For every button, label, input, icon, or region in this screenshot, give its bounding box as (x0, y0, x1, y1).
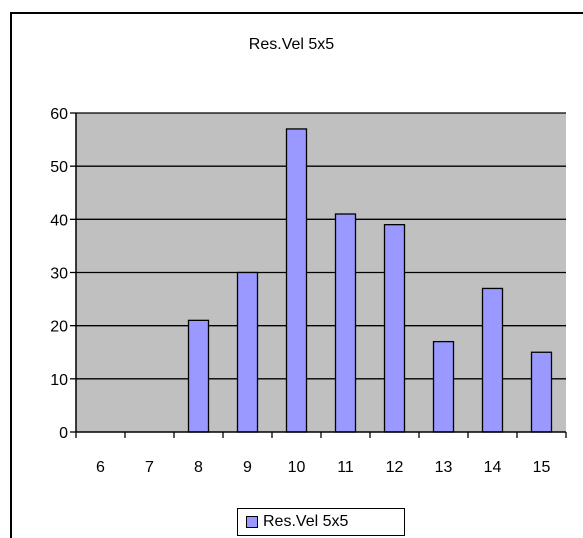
y-ticks: 0 10 20 30 40 50 60 (50, 106, 76, 442)
y-tick-label: 10 (50, 372, 68, 389)
x-tick-label: 15 (533, 459, 551, 476)
x-tick-label: 13 (435, 459, 453, 476)
chart-frame (10, 12, 583, 538)
y-tick-label: 0 (59, 425, 68, 442)
x-tick-label: 14 (484, 459, 502, 476)
x-tick-label: 9 (243, 459, 252, 476)
bar-12 (383, 223, 406, 433)
x-tick-label: 12 (386, 459, 404, 476)
y-tick-label: 30 (50, 266, 68, 283)
legend-label: Res.Vel 5x5 (263, 513, 349, 530)
x-tick-label: 8 (194, 459, 203, 476)
y-tick-label: 60 (50, 106, 68, 123)
bar-14 (481, 287, 504, 433)
y-tick-label: 20 (50, 319, 68, 336)
bars (187, 128, 553, 433)
x-tick-label: 10 (288, 459, 306, 476)
bar-10 (285, 128, 308, 433)
legend-swatch (246, 516, 258, 528)
bar-9 (236, 271, 259, 433)
bar-13 (432, 340, 455, 433)
legend: Res.Vel 5x5 (237, 508, 405, 536)
bar-8 (187, 319, 210, 433)
x-tick-label: 7 (145, 459, 154, 476)
y-tick-label: 50 (50, 159, 68, 176)
x-tick-label: 11 (337, 459, 354, 476)
chart-title: Res.Vel 5x5 (248, 36, 335, 53)
bar-15 (530, 351, 553, 433)
x-ticks: 6 7 8 9 10 11 12 13 14 15 (75, 432, 567, 476)
y-tick-label: 40 (50, 212, 68, 229)
bar-11 (334, 213, 357, 433)
x-tick-label: 6 (96, 459, 105, 476)
